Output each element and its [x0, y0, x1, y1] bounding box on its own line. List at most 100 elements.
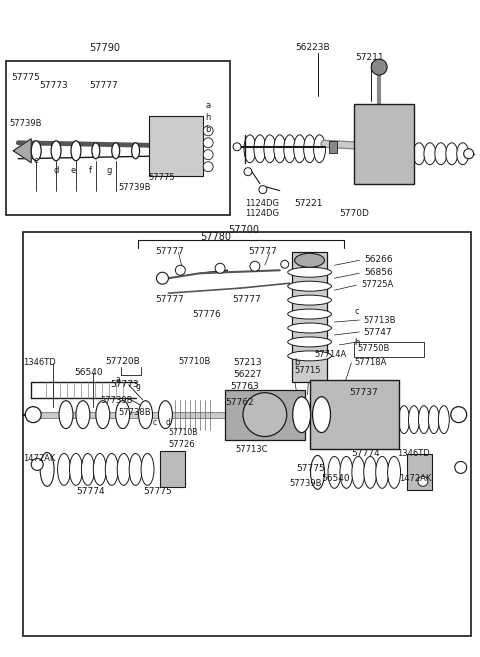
- Text: c: c: [33, 156, 38, 165]
- Text: 57710B: 57710B: [179, 357, 211, 366]
- Bar: [6, 61, 230, 215]
- Ellipse shape: [244, 135, 256, 163]
- Text: 57211: 57211: [355, 53, 384, 62]
- Text: 56540: 56540: [322, 474, 350, 484]
- Bar: [23, 233, 471, 636]
- Ellipse shape: [92, 143, 100, 159]
- Ellipse shape: [311, 455, 324, 489]
- Text: 57774: 57774: [76, 487, 105, 496]
- Circle shape: [314, 430, 324, 440]
- Ellipse shape: [389, 405, 399, 434]
- Text: 57763: 57763: [230, 382, 259, 391]
- Circle shape: [314, 387, 324, 397]
- Bar: [148, 116, 203, 175]
- Text: 57775: 57775: [148, 173, 175, 182]
- Circle shape: [203, 162, 213, 171]
- Text: 57739B: 57739B: [290, 480, 322, 488]
- Text: 57718A: 57718A: [354, 358, 387, 367]
- Text: c: c: [153, 418, 156, 426]
- Text: e: e: [71, 166, 76, 175]
- Text: c: c: [354, 307, 359, 316]
- Text: 57714A: 57714A: [314, 350, 347, 359]
- Ellipse shape: [254, 135, 266, 163]
- Ellipse shape: [40, 453, 54, 486]
- Text: h: h: [354, 338, 360, 347]
- Ellipse shape: [59, 401, 73, 428]
- Text: 56266: 56266: [364, 256, 393, 264]
- Text: 56227: 56227: [233, 370, 262, 379]
- Ellipse shape: [274, 135, 286, 163]
- Circle shape: [384, 430, 394, 440]
- Ellipse shape: [413, 143, 425, 165]
- Circle shape: [281, 260, 288, 268]
- Ellipse shape: [132, 143, 140, 159]
- Circle shape: [203, 138, 213, 148]
- Text: h: h: [205, 113, 211, 122]
- Text: 57700: 57700: [228, 225, 259, 235]
- Circle shape: [243, 393, 287, 436]
- Text: 57773: 57773: [111, 380, 140, 389]
- Text: 56856: 56856: [364, 268, 393, 277]
- Text: 1472AK: 1472AK: [399, 474, 432, 484]
- Text: 57777: 57777: [156, 247, 184, 256]
- Ellipse shape: [288, 337, 332, 347]
- Ellipse shape: [383, 403, 396, 426]
- Text: 57739B: 57739B: [9, 119, 42, 128]
- Bar: [292, 252, 327, 382]
- Text: 57737: 57737: [349, 388, 378, 397]
- Circle shape: [451, 407, 467, 422]
- Text: 1472AK: 1472AK: [23, 455, 56, 463]
- Text: g: g: [136, 382, 141, 391]
- Ellipse shape: [343, 403, 356, 426]
- Text: a: a: [116, 374, 120, 384]
- Text: 5770D: 5770D: [339, 208, 369, 217]
- Text: 57790: 57790: [89, 43, 120, 53]
- Text: 57775: 57775: [297, 464, 325, 474]
- Ellipse shape: [435, 143, 447, 165]
- Circle shape: [25, 407, 41, 422]
- Text: b: b: [295, 358, 300, 367]
- Bar: [329, 141, 337, 152]
- Ellipse shape: [112, 143, 120, 159]
- Ellipse shape: [117, 453, 130, 486]
- Ellipse shape: [295, 254, 324, 267]
- Ellipse shape: [58, 453, 71, 486]
- Circle shape: [250, 261, 260, 271]
- Circle shape: [156, 272, 168, 284]
- Ellipse shape: [288, 267, 332, 277]
- Ellipse shape: [312, 397, 330, 432]
- Circle shape: [384, 387, 394, 397]
- Text: 57710B: 57710B: [168, 428, 198, 437]
- Ellipse shape: [116, 401, 130, 428]
- Ellipse shape: [304, 135, 315, 163]
- Text: a: a: [205, 101, 210, 110]
- Ellipse shape: [408, 405, 420, 434]
- Ellipse shape: [288, 323, 332, 333]
- Circle shape: [464, 148, 474, 159]
- Ellipse shape: [141, 453, 154, 486]
- Ellipse shape: [288, 309, 332, 319]
- Circle shape: [371, 59, 387, 75]
- Text: 1346TD: 1346TD: [23, 358, 56, 367]
- Text: 57780: 57780: [200, 233, 231, 242]
- Bar: [354, 342, 424, 357]
- Text: 57774: 57774: [351, 449, 380, 459]
- Ellipse shape: [364, 457, 377, 488]
- Ellipse shape: [105, 453, 118, 486]
- Ellipse shape: [71, 141, 81, 161]
- Text: 57775: 57775: [144, 487, 172, 496]
- Ellipse shape: [438, 405, 449, 434]
- Text: 1346TD: 1346TD: [397, 449, 430, 459]
- Text: f: f: [89, 166, 92, 175]
- Ellipse shape: [419, 405, 430, 434]
- Circle shape: [418, 476, 428, 486]
- Ellipse shape: [51, 141, 61, 161]
- Ellipse shape: [352, 457, 365, 488]
- Ellipse shape: [429, 405, 439, 434]
- Circle shape: [259, 186, 267, 194]
- Bar: [225, 390, 305, 440]
- Text: 57213: 57213: [233, 358, 262, 367]
- Circle shape: [244, 168, 252, 175]
- Text: 57739B: 57739B: [101, 396, 133, 405]
- Text: b: b: [205, 125, 211, 134]
